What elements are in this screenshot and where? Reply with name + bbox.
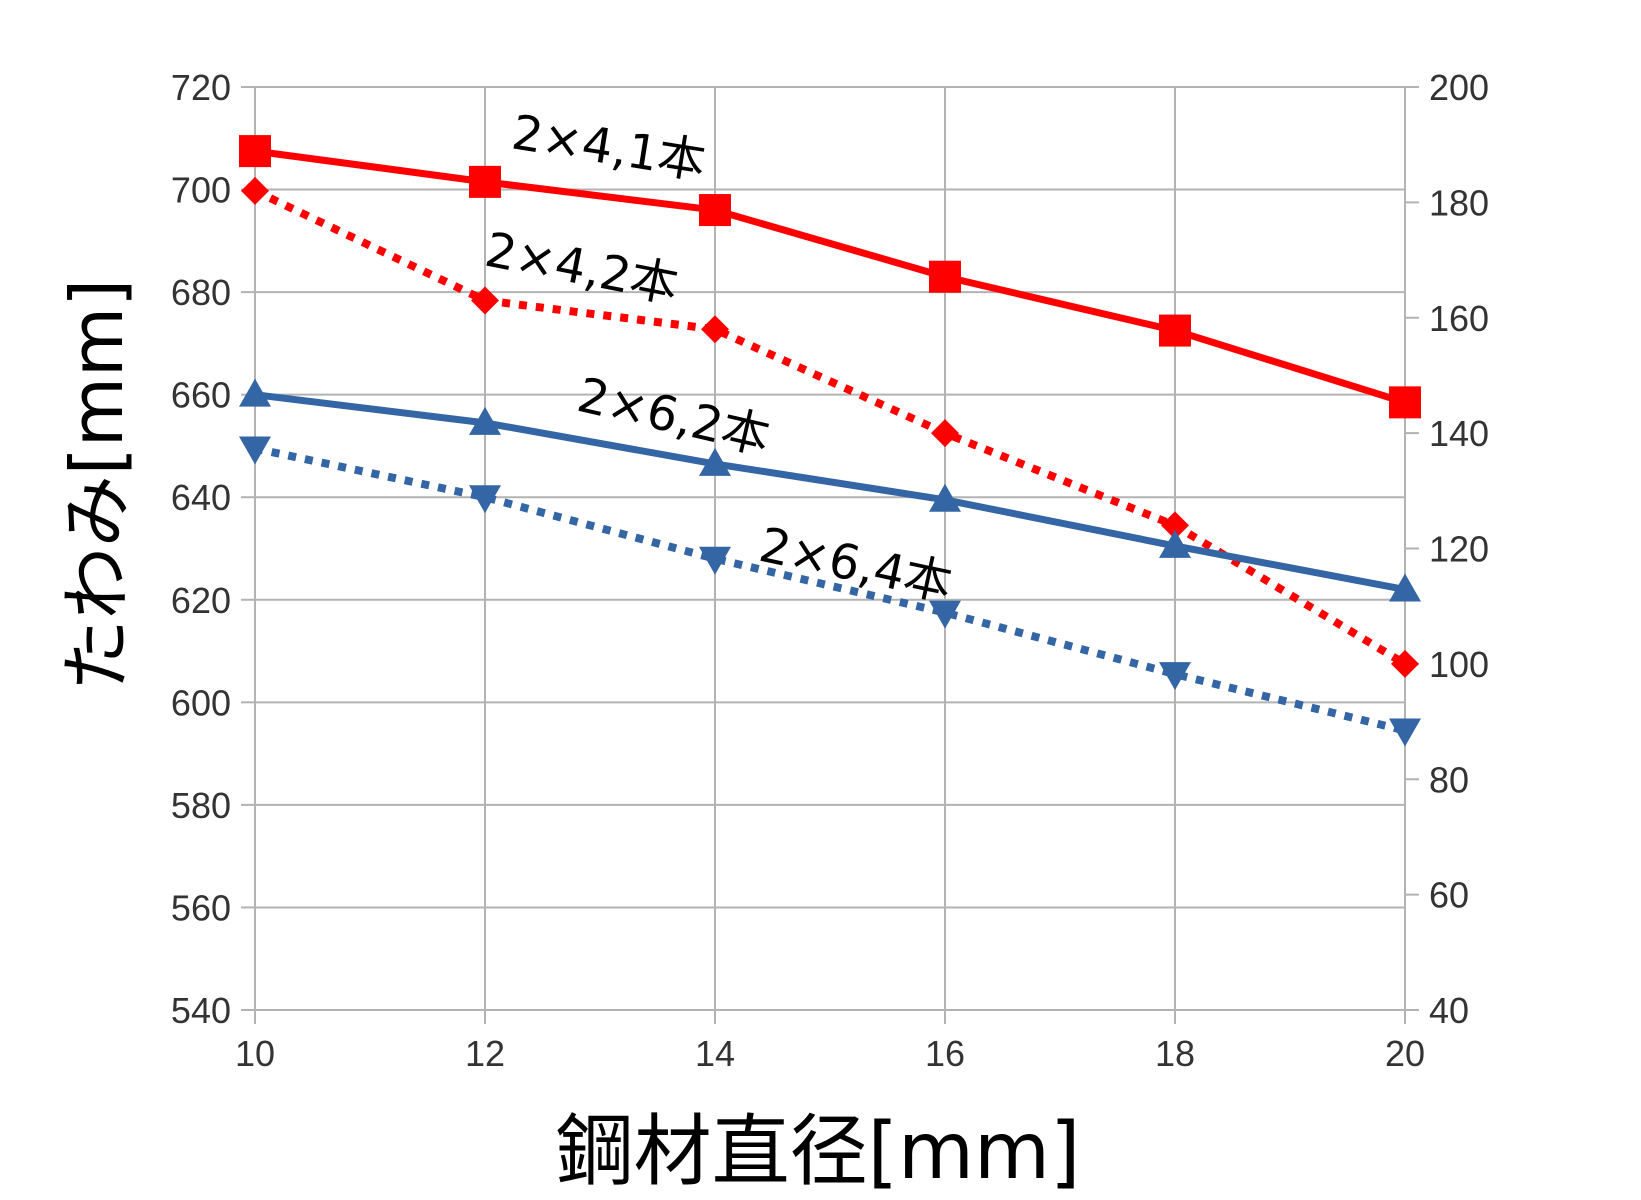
point-marker [1389, 573, 1421, 602]
x-tick-label: 14 [695, 1033, 735, 1074]
x-axis-ticks: 10 12 14 16 18 20 [235, 1033, 1425, 1074]
point-marker [239, 378, 271, 407]
point-marker [469, 485, 501, 514]
y-right-tick-label: 100 [1429, 644, 1489, 685]
y-left-tick-label: 600 [171, 682, 231, 723]
series-3 [239, 378, 1421, 602]
series-label-3: 2×6,2本 [572, 367, 775, 465]
series-label-2: 2×4,2本 [481, 222, 683, 314]
y-left-tick-label: 580 [171, 785, 231, 826]
y-left-tick-label: 660 [171, 375, 231, 416]
point-marker [239, 436, 271, 465]
point-marker [1389, 386, 1421, 419]
point-marker [239, 135, 271, 168]
y-left-tick-label: 620 [171, 580, 231, 621]
point-marker [1159, 314, 1191, 347]
y-right-tick-label: 40 [1429, 990, 1469, 1031]
point-marker [1159, 662, 1191, 691]
point-marker [1161, 511, 1189, 540]
series-layer [239, 135, 1421, 747]
y-right-tick-label: 160 [1429, 298, 1489, 339]
point-marker [929, 260, 961, 293]
y-right-tick-label: 120 [1429, 529, 1489, 570]
series-line [253, 187, 1408, 668]
y-left-tick-label: 680 [171, 272, 231, 313]
y-right-tick-label: 60 [1429, 875, 1469, 916]
series-2 [241, 176, 1419, 678]
x-tick-label: 20 [1385, 1033, 1425, 1074]
x-tick-label: 18 [1155, 1033, 1195, 1074]
point-marker [1389, 718, 1421, 747]
series-line [254, 391, 1406, 593]
series-labels: 2×4,1本 2×4,2本 2×6,2本 2×6,4本 [481, 105, 957, 613]
point-marker [469, 406, 501, 435]
point-marker [241, 176, 269, 205]
point-marker [1391, 649, 1419, 678]
point-marker [701, 315, 729, 344]
y-right-tick-label: 180 [1429, 182, 1489, 223]
y-axis-left-ticks: 540 560 580 600 620 640 660 680 700 720 [171, 67, 231, 1031]
point-marker [699, 546, 731, 575]
x-tick-label: 10 [235, 1033, 275, 1074]
point-marker [471, 286, 499, 315]
y-axis-right-ticks: 40 60 80 100 120 140 160 180 200 [1429, 67, 1489, 1031]
series-1 [239, 135, 1421, 419]
point-marker [1159, 529, 1191, 558]
y-right-tick-label: 200 [1429, 67, 1489, 108]
point-marker [699, 447, 731, 476]
x-axis-title: 鋼材直径[mm] [556, 1107, 1081, 1197]
x-tick-label: 16 [925, 1033, 965, 1074]
y-left-tick-label: 700 [171, 170, 231, 211]
y-right-tick-label: 140 [1429, 413, 1489, 454]
y-left-tick-label: 560 [171, 887, 231, 928]
y-left-tick-label: 640 [171, 477, 231, 518]
y-right-tick-label: 80 [1429, 759, 1469, 800]
series-line [254, 444, 1406, 735]
point-marker [929, 600, 961, 629]
series-line [254, 147, 1407, 406]
x-tick-label: 12 [465, 1033, 505, 1074]
y-left-tick-label: 720 [171, 67, 231, 108]
y-axis-title: たわみ[mm] [55, 279, 139, 691]
series-label-1: 2×4,1本 [508, 105, 709, 191]
point-marker [469, 165, 501, 198]
point-marker [929, 483, 961, 512]
series-label-4: 2×6,4本 [755, 517, 957, 612]
point-marker [931, 419, 959, 448]
point-marker [699, 194, 731, 227]
series-4 [239, 436, 1421, 747]
y-left-tick-label: 540 [171, 990, 231, 1031]
